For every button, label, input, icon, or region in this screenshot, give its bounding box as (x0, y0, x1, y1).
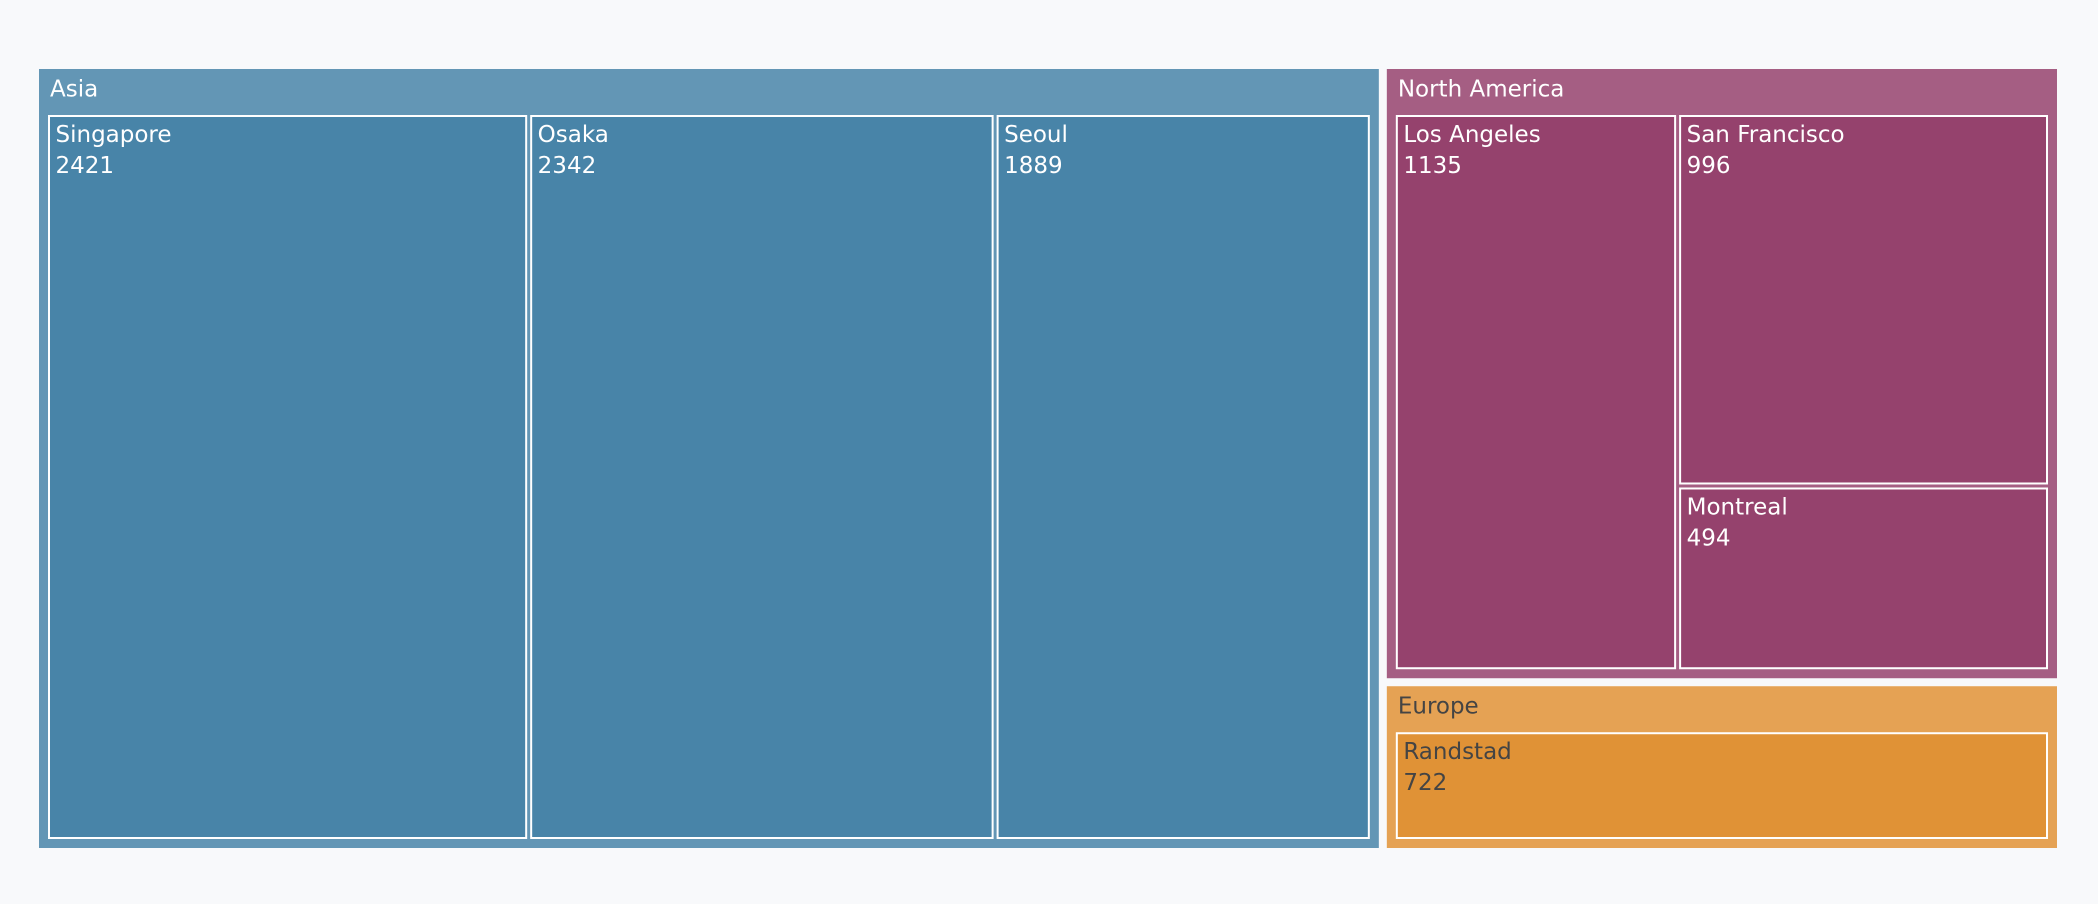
tile (1395, 732, 2048, 840)
tile-value: 722 (1403, 770, 1447, 796)
tile (996, 115, 1370, 839)
tile-label: Osaka (538, 122, 609, 148)
tile-label: Randstad (1403, 739, 1511, 765)
tile-value: 996 (1687, 153, 1731, 179)
tile-value: 1135 (1403, 153, 1462, 179)
group-label: North America (1398, 77, 1565, 103)
tile-label: Los Angeles (1403, 122, 1540, 148)
tile-label: Montreal (1687, 494, 1788, 520)
tile-label: San Francisco (1687, 122, 1845, 148)
tile (1679, 487, 2049, 670)
tile-label: Singapore (56, 122, 172, 148)
group-label: Europe (1398, 694, 1479, 720)
tile-value: 2421 (56, 153, 115, 179)
tile (1395, 115, 1677, 670)
tile (1679, 115, 2049, 485)
tile-value: 2342 (538, 153, 597, 179)
tile (48, 115, 528, 839)
tile-value: 1889 (1004, 153, 1063, 179)
tile (530, 115, 994, 839)
group-label: Asia (50, 77, 98, 103)
tile-label: Seoul (1004, 122, 1068, 148)
tile-value: 494 (1687, 525, 1731, 551)
